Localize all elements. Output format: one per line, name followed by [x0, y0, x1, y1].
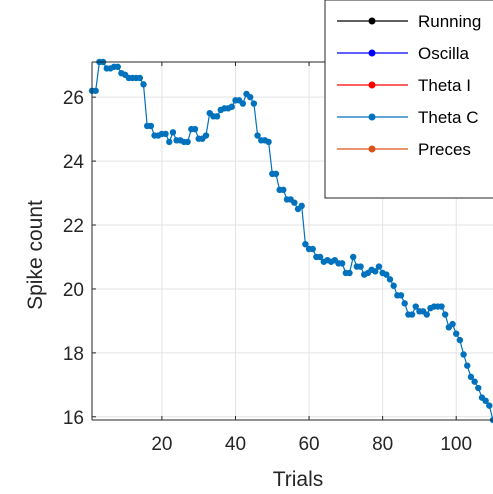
ticks: 20 40 60 80 100 16 18 20 22 24 26 — [63, 62, 472, 455]
legend-label: Theta C — [418, 108, 478, 127]
legend-swatch-marker — [368, 145, 376, 153]
data-point — [280, 186, 287, 194]
data-point — [460, 351, 467, 358]
x-axis-title: Trials — [273, 468, 324, 491]
x-tick-label: 40 — [225, 434, 246, 455]
data-point — [357, 263, 364, 270]
x-tick-label: 80 — [372, 434, 393, 455]
data-point — [265, 138, 272, 146]
data-point — [92, 87, 99, 94]
y-tick-label: 16 — [63, 408, 84, 429]
data-point — [291, 199, 298, 206]
x-tick-label: 100 — [440, 434, 472, 455]
series-layer — [88, 58, 493, 424]
data-point — [390, 282, 397, 289]
data-point — [471, 378, 478, 385]
data-point — [441, 311, 449, 318]
legend-swatch-marker — [368, 113, 376, 121]
y-tick-label: 24 — [63, 152, 85, 173]
legend-label: Running — [418, 12, 481, 31]
data-point — [239, 100, 247, 107]
x-tick-label: 20 — [151, 434, 172, 455]
data-point — [302, 240, 309, 248]
data-point — [147, 122, 155, 130]
data-point — [467, 373, 475, 381]
y-tick-label: 18 — [63, 344, 84, 365]
data-point — [350, 253, 357, 261]
legend-swatch-marker — [368, 17, 376, 25]
data-point — [250, 100, 258, 107]
data-point — [401, 300, 408, 307]
data-point — [246, 93, 254, 101]
data-point — [456, 336, 464, 344]
y-tick-label: 22 — [63, 216, 84, 237]
data-point — [202, 132, 210, 139]
data-point — [438, 303, 445, 310]
data-point — [316, 253, 324, 261]
data-point — [475, 384, 482, 392]
data-point — [184, 138, 191, 146]
y-tick-label: 20 — [63, 280, 84, 301]
data-point — [338, 260, 346, 267]
data-point — [375, 263, 383, 270]
legend-box — [324, 0, 493, 199]
data-point — [449, 320, 456, 328]
data-point — [464, 362, 471, 369]
data-point — [346, 269, 353, 277]
data-point — [309, 245, 316, 253]
legend-swatch-marker — [368, 81, 376, 89]
data-point — [383, 271, 390, 278]
data-point — [140, 81, 147, 88]
x-tick-label: 60 — [298, 434, 319, 455]
data-point — [272, 170, 280, 178]
data-point — [166, 138, 173, 146]
data-point — [162, 130, 169, 138]
data-point — [114, 63, 121, 70]
data-point — [412, 303, 419, 310]
data-point — [254, 132, 261, 139]
y-axis-title: Spike count — [24, 200, 47, 310]
data-point — [372, 268, 379, 275]
legend-label: Theta I — [418, 76, 471, 95]
data-point — [169, 129, 177, 136]
data-point — [482, 397, 489, 405]
data-point — [423, 311, 430, 318]
legend: Running Oscilla Theta I Theta C Preces — [324, 0, 493, 199]
data-point — [191, 125, 199, 133]
data-point — [397, 292, 405, 299]
data-point — [453, 330, 460, 337]
legend-label: Preces — [418, 140, 471, 159]
data-point — [298, 202, 305, 210]
data-point — [213, 113, 221, 120]
y-tick-label: 26 — [63, 88, 84, 109]
legend-label: Oscilla — [418, 44, 470, 63]
data-point — [408, 311, 416, 318]
data-point — [136, 74, 144, 82]
data-point — [228, 103, 235, 110]
data-point — [486, 402, 493, 409]
legend-swatch-marker — [368, 49, 376, 57]
data-point — [386, 276, 394, 283]
